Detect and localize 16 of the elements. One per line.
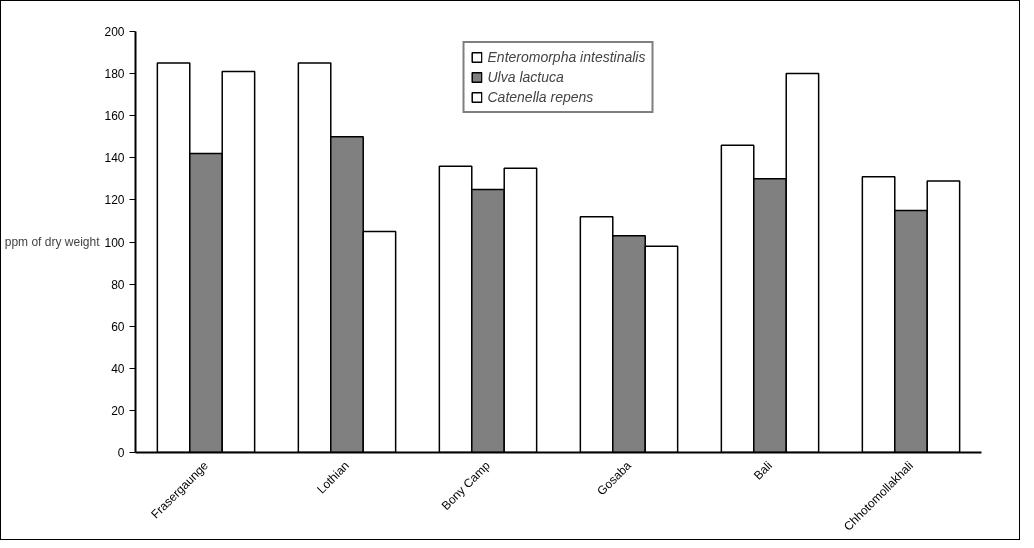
legend-label: Ulva lactuca — [487, 69, 564, 85]
y-tick-label: 100 — [104, 235, 125, 250]
y-tick-label: 40 — [111, 361, 125, 376]
y-tick-label: 140 — [104, 151, 125, 166]
y-tick-label: 200 — [104, 25, 125, 39]
y-tick-label: 20 — [111, 403, 125, 418]
legend-label: Catenella repens — [487, 89, 594, 105]
y-tick-label: 120 — [104, 193, 125, 208]
y-tick-label: 180 — [104, 67, 125, 82]
y-tick-label: 80 — [111, 277, 125, 292]
x-tick-label: Bali — [750, 458, 775, 483]
y-tick-label: 0 — [117, 446, 125, 460]
y-tick-label: 60 — [111, 319, 125, 334]
y-axis-title: ppm of dry weight — [4, 235, 101, 249]
y-tick-label: 160 — [104, 109, 125, 124]
legend-label: Enteromorpha intestinalis — [487, 49, 646, 65]
